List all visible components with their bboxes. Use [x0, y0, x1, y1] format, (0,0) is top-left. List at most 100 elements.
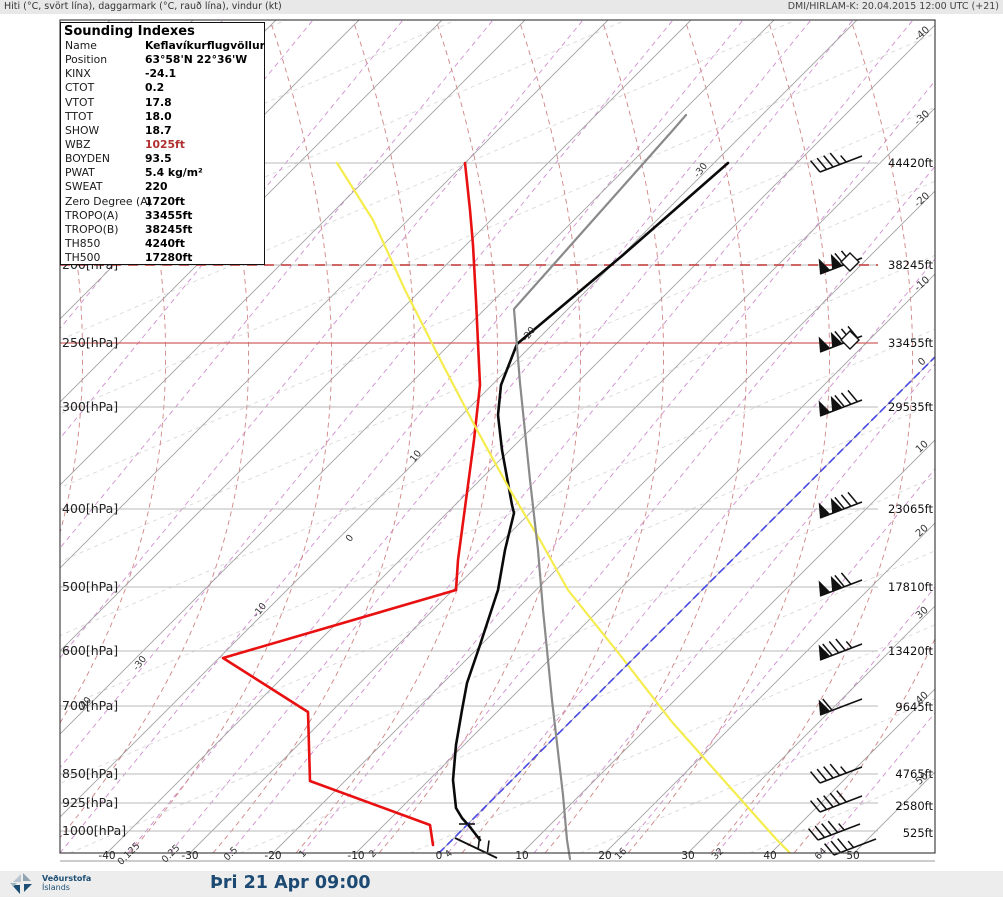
- surface-wind-barb: [454, 836, 498, 859]
- altitude-label: 13420ft: [888, 644, 933, 658]
- wind-barb: [807, 820, 861, 841]
- wind-barb-column: [807, 152, 877, 856]
- index-label: SHOW: [65, 123, 100, 137]
- temperature-axis-label: 0: [436, 850, 443, 862]
- index-row: VTOT 17.8: [61, 96, 264, 110]
- isotherm-line: [106, 24, 935, 853]
- wind-barb: [818, 572, 863, 597]
- wind-barb: [809, 763, 863, 784]
- logo-line2: Íslands: [42, 883, 70, 892]
- index-label: TTOT: [65, 109, 94, 123]
- barb-staff: [819, 766, 863, 784]
- vedurstofa-logo-icon: [10, 873, 32, 894]
- barb-pennant: [830, 497, 843, 514]
- barb-pennant: [818, 336, 831, 352]
- altitude-label: 9645ft: [895, 700, 933, 714]
- logo-line1: Veðurstofa: [42, 874, 92, 883]
- barb-half-feather: [840, 766, 847, 774]
- index-row: Name Keflavíkurflugvöllur: [61, 39, 265, 53]
- barb-feather: [835, 638, 846, 651]
- barb-feather: [822, 643, 833, 656]
- barb-feather: [830, 840, 842, 853]
- index-label: Zero Degree (A): [65, 194, 152, 208]
- dry-adiabat-line: [295, 20, 498, 853]
- barb-feather: [822, 698, 833, 711]
- barb-feather: [834, 496, 845, 510]
- index-row: Position 63°58'N 22°36'W: [61, 53, 264, 67]
- index-label: VTOT: [65, 95, 95, 109]
- parcel-grey-curve: [512, 113, 688, 861]
- barb-staff: [819, 795, 863, 813]
- pressure-axis-label: 500[hPa]: [62, 579, 118, 594]
- index-row: CTOT 0.2: [61, 81, 264, 95]
- wind-barb: [818, 250, 863, 275]
- barb-feather: [821, 823, 832, 836]
- pressure-axis-label: 700[hPa]: [62, 698, 118, 713]
- barb-feather: [829, 792, 841, 805]
- index-label: Position: [65, 53, 108, 67]
- tropopause-diamond-icon: [840, 252, 860, 272]
- barb-feather: [823, 766, 834, 779]
- barb-half-feather: [845, 640, 853, 649]
- barb-staff: [819, 155, 863, 173]
- index-label: KINX: [65, 67, 91, 81]
- temperature-axis-label: 40: [763, 850, 776, 862]
- dry-adiabat-line: [129, 20, 332, 853]
- barb-feather: [814, 825, 826, 838]
- wind-barb: [809, 152, 863, 173]
- pressure-axis-label: 600[hPa]: [62, 643, 118, 658]
- wind-barb: [809, 790, 863, 813]
- index-value: 5.4 kg/m²: [145, 166, 203, 180]
- index-value: 93.5: [145, 152, 172, 166]
- wind-barb: [818, 389, 863, 417]
- index-value: 1025ft: [145, 137, 185, 151]
- pressure-axis-label: 400[hPa]: [62, 501, 118, 516]
- barb-pennant: [830, 575, 843, 592]
- index-row: BOYDEN 93.5: [61, 152, 264, 166]
- altitude-label: 44420ft: [888, 156, 933, 170]
- index-row: WBZ 1025ft: [61, 138, 264, 152]
- altitude-label: 17810ft: [888, 580, 933, 594]
- barb-feather: [816, 768, 828, 781]
- barb-pennant: [830, 253, 843, 270]
- temperature-axis-label: 50: [846, 850, 859, 862]
- barb-feather: [834, 574, 845, 588]
- isotherm-line: [604, 522, 935, 853]
- index-label: CTOT: [65, 81, 95, 95]
- index-row: PWAT 5.4 kg/m²: [61, 166, 264, 180]
- barb-feather: [809, 160, 821, 173]
- barb-feather: [834, 394, 845, 408]
- freezing-line-curve: [438, 356, 935, 853]
- barb-half-feather: [840, 155, 847, 163]
- barb-feather: [816, 157, 828, 170]
- sounding-curves: [221, 161, 935, 853]
- isotherm-line: [60, 20, 443, 403]
- indexes-title: Sounding Indexes: [64, 24, 195, 39]
- barb-half-feather: [838, 823, 845, 831]
- barb-pennant: [830, 331, 843, 348]
- barb-pennant: [818, 502, 831, 518]
- temperature-axis-label: 20: [598, 850, 611, 862]
- index-row: Zero Degree (A) 1720ft: [61, 195, 264, 209]
- barb-feather: [840, 392, 852, 405]
- wind-barb: [818, 698, 863, 716]
- isotherm-line: [272, 190, 935, 853]
- index-row: TROPO(A) 33455ft: [61, 209, 264, 223]
- temperature-axis-label: 30: [681, 850, 694, 862]
- dry-adiabat-line: [60, 20, 249, 839]
- barb-staff: [817, 823, 861, 841]
- dry-adiabat-line: [627, 20, 830, 853]
- barb-pennant: [818, 580, 831, 596]
- inline-grid-label: 0: [344, 533, 356, 545]
- index-value: 0.2: [145, 81, 165, 95]
- wind-barb: [818, 638, 863, 661]
- altitude-label: 23065ft: [888, 502, 933, 516]
- index-label: WBZ: [65, 137, 91, 151]
- plot-border: [59, 19, 936, 854]
- index-value: -24.1: [145, 67, 177, 81]
- dewpoint-curve: [221, 161, 482, 847]
- valid-time-label: Þri 21 Apr 09:00: [210, 873, 371, 893]
- altitude-label: 2580ft: [895, 799, 933, 813]
- isotherm-line: [60, 20, 692, 652]
- barb-pennant: [818, 644, 831, 660]
